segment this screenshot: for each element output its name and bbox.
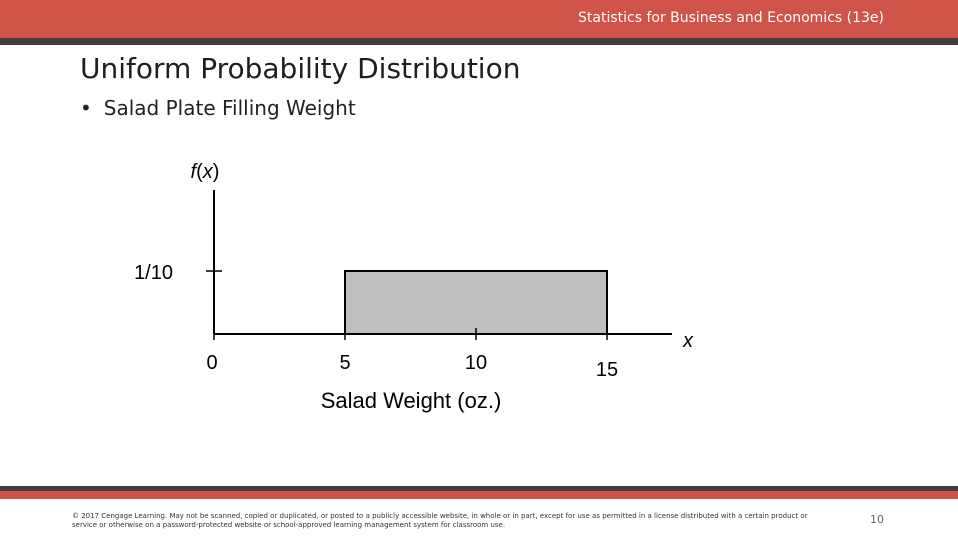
density-region (344, 270, 608, 335)
course-title: Statistics for Business and Economics (1… (578, 10, 884, 26)
x-axis-title: Salad Weight (oz.) (321, 388, 502, 413)
y-tick-label: 1/10 (134, 262, 173, 284)
footer-divider (0, 486, 958, 491)
x-tick-label: 0 (206, 352, 217, 374)
x-tick-label: 10 (465, 352, 487, 374)
bullet-item: • Salad Plate Filling Weight (80, 96, 356, 120)
bullet-dot: • (80, 96, 92, 120)
copyright-notice: © 2017 Cengage Learning. May not be scan… (72, 512, 808, 529)
slide-title: Uniform Probability Distribution (80, 52, 521, 85)
y-axis-label: f(x) (191, 161, 220, 183)
x-tick-label: 15 (596, 359, 618, 381)
x-variable-label: x (682, 330, 694, 352)
footer-band (0, 491, 958, 499)
bullet-text: Salad Plate Filling Weight (103, 96, 356, 120)
page-number: 10 (870, 513, 884, 526)
header-divider (0, 38, 958, 45)
header-band: Statistics for Business and Economics (1… (0, 0, 958, 38)
x-tick-label: 5 (339, 352, 350, 374)
